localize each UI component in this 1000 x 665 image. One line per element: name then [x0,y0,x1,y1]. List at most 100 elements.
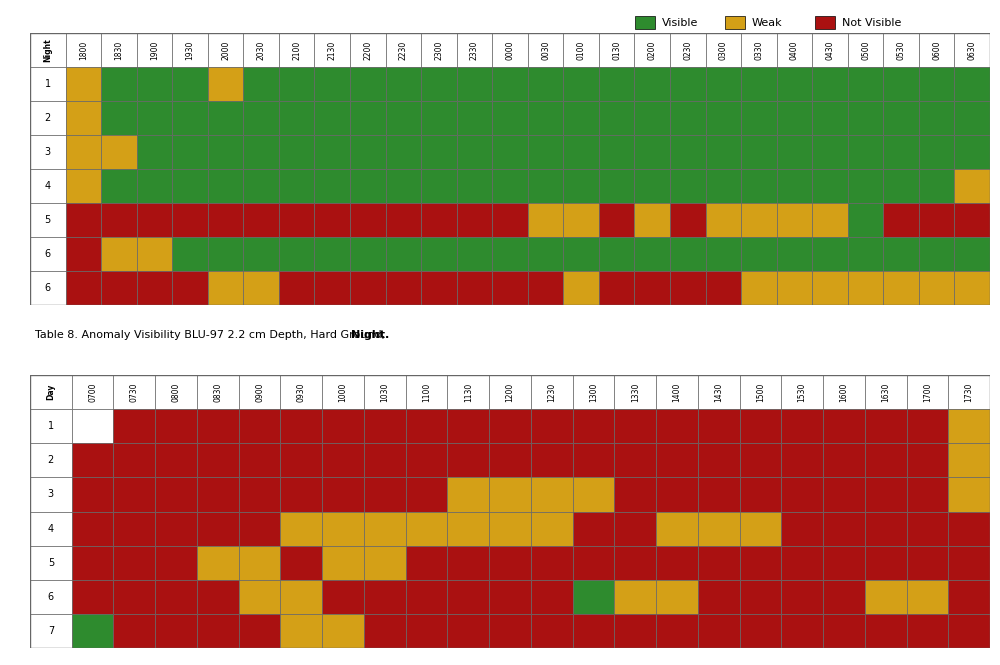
Bar [364,477,406,511]
Bar [865,444,907,477]
Bar [322,375,364,409]
Bar [364,545,406,580]
Bar [781,614,823,648]
Bar [155,409,197,444]
Bar [531,409,573,444]
Bar [907,477,948,511]
Bar [66,169,101,203]
Bar [812,135,848,169]
Bar [406,511,447,545]
Bar [314,271,350,305]
Bar [528,33,563,67]
Bar [823,614,865,648]
Bar [919,135,954,169]
Bar [314,169,350,203]
Bar [280,580,322,614]
Bar [350,237,386,271]
Bar [599,237,634,271]
Bar [634,169,670,203]
Bar [599,33,634,67]
Bar [30,203,66,237]
Bar [812,169,848,203]
Bar [406,545,447,580]
Bar [155,614,197,648]
Bar [698,477,740,511]
Bar [172,135,208,169]
Text: 0200: 0200 [648,41,657,60]
Bar [386,33,421,67]
Bar [239,477,280,511]
Bar [865,614,907,648]
Bar [364,444,406,477]
Bar [386,271,421,305]
Bar [30,580,72,614]
Bar [243,101,279,135]
Bar [239,375,280,409]
Bar [172,203,208,237]
Text: 0100: 0100 [577,41,586,60]
Bar [883,203,919,237]
Bar [573,545,614,580]
Text: 2: 2 [45,113,51,123]
Bar [101,101,137,135]
Bar [741,67,777,101]
Text: 2: 2 [48,456,54,465]
Bar [101,135,137,169]
Bar [573,444,614,477]
Bar [573,409,614,444]
Bar [599,271,634,305]
Bar [848,101,883,135]
Bar [883,135,919,169]
Bar [954,101,990,135]
Bar [781,477,823,511]
Bar [741,169,777,203]
Bar [406,477,447,511]
Bar [322,580,364,614]
Bar [573,580,614,614]
Bar [208,237,243,271]
Text: 1030: 1030 [380,382,389,402]
Bar [670,67,706,101]
Text: 4: 4 [45,181,51,191]
Text: 6: 6 [45,283,51,293]
Bar [137,203,172,237]
Text: 2300: 2300 [434,41,443,60]
Bar [172,169,208,203]
Bar [208,33,243,67]
Bar [208,101,243,135]
Bar [919,237,954,271]
Bar [239,580,280,614]
Bar [447,375,489,409]
Text: 0900: 0900 [255,382,264,402]
Bar [364,511,406,545]
Bar [386,169,421,203]
Bar [954,135,990,169]
Bar [66,237,101,271]
Bar [197,477,239,511]
Bar [812,237,848,271]
Bar [72,409,113,444]
Bar [386,237,421,271]
Bar [322,409,364,444]
Bar [239,614,280,648]
Bar [322,444,364,477]
Bar [848,237,883,271]
Text: 1700: 1700 [923,382,932,402]
Bar [66,135,101,169]
Bar [781,580,823,614]
Bar [948,511,990,545]
Text: 1400: 1400 [672,382,681,402]
Bar [741,33,777,67]
Text: 2130: 2130 [328,41,337,60]
Bar [563,169,599,203]
Text: 0400: 0400 [790,41,799,60]
Bar [670,33,706,67]
Bar [907,580,948,614]
Bar [812,67,848,101]
Bar [954,271,990,305]
Bar [948,409,990,444]
Bar [113,477,155,511]
Bar [907,444,948,477]
Bar [528,271,563,305]
Text: Visible: Visible [662,17,698,28]
